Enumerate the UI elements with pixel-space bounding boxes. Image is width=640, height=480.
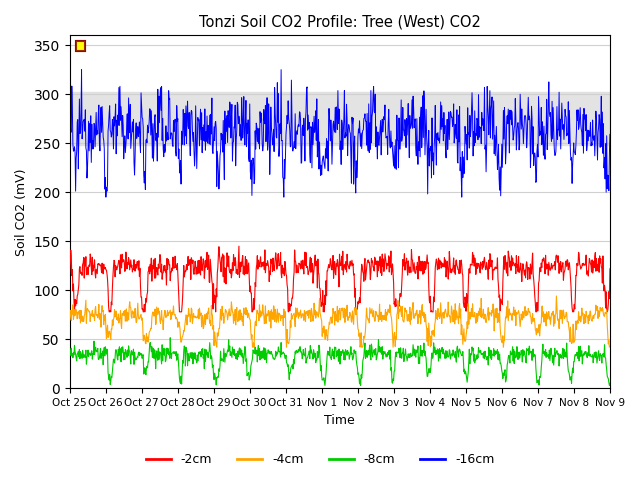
Title: Tonzi Soil CO2 Profile: Tree (West) CO2: Tonzi Soil CO2 Profile: Tree (West) CO2 <box>199 15 481 30</box>
Y-axis label: Soil CO2 (mV): Soil CO2 (mV) <box>15 168 28 255</box>
Bar <box>70 92 610 145</box>
Legend:  <box>76 41 85 51</box>
Legend: -2cm, -4cm, -8cm, -16cm: -2cm, -4cm, -8cm, -16cm <box>141 448 499 471</box>
X-axis label: Time: Time <box>324 414 355 427</box>
